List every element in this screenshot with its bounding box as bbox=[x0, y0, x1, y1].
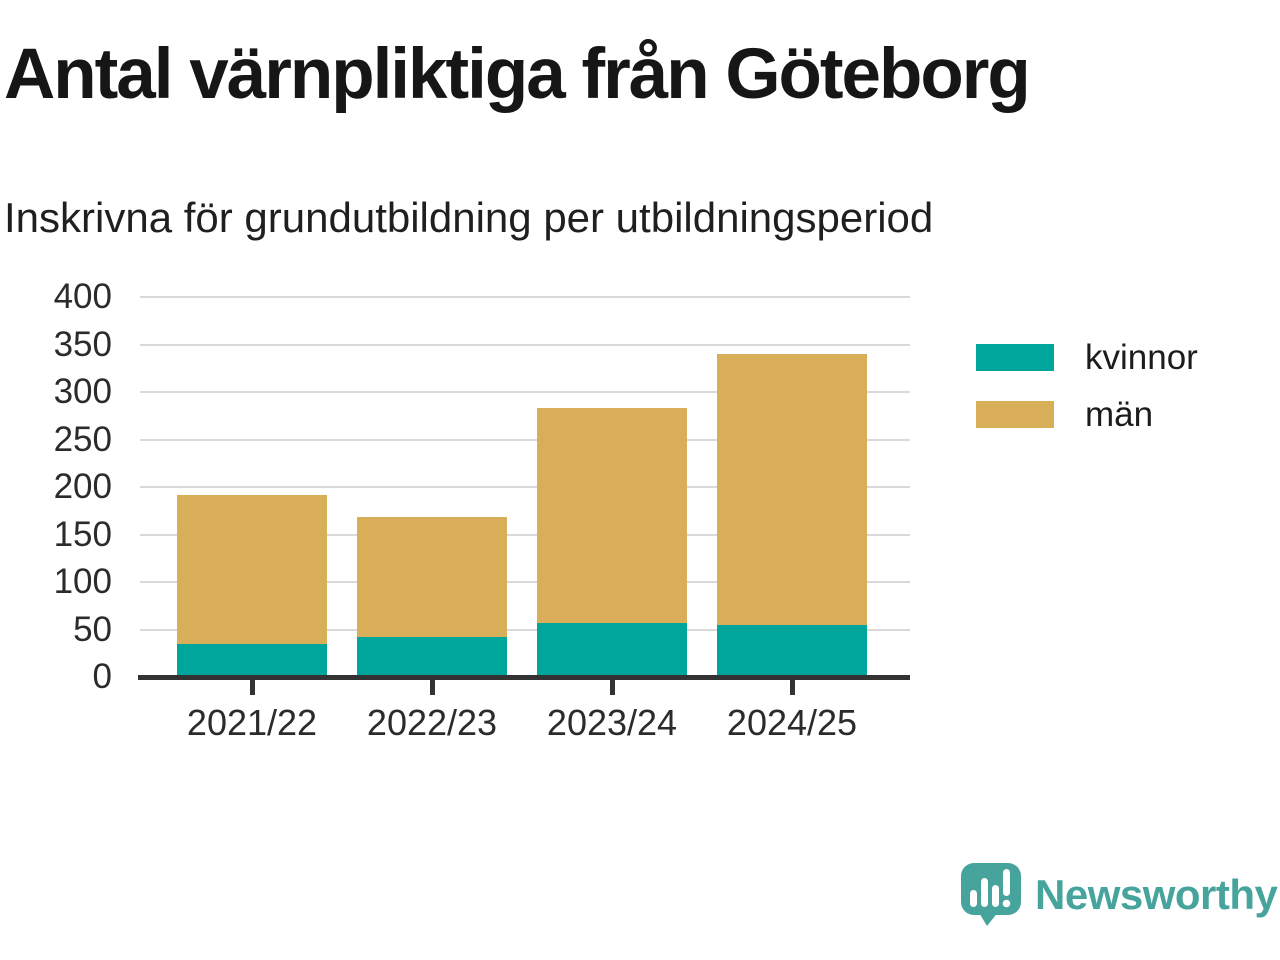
x-tick-label-2022-23: 2022/23 bbox=[366, 702, 498, 743]
x-tick-mark-2022-23 bbox=[430, 680, 435, 695]
bar-2021-22 bbox=[177, 494, 327, 677]
x-tick-mark-2024-25 bbox=[790, 680, 795, 695]
bar-segment-kvinnor-2024-25 bbox=[717, 624, 867, 677]
y-tick-label-350: 350 bbox=[53, 324, 112, 364]
legend-item-män: män bbox=[976, 395, 1198, 434]
brand-name: Newsworthy bbox=[1035, 871, 1278, 918]
bar-segment-män-2022-23 bbox=[357, 517, 507, 638]
x-tick-label-2023-24: 2023/24 bbox=[546, 702, 678, 743]
bar-segment-kvinnor-2023-24 bbox=[537, 622, 687, 677]
newsworthy-logo-icon bbox=[961, 863, 1021, 926]
bar-2024-25 bbox=[717, 354, 867, 677]
x-tick-mark-2023-24 bbox=[610, 680, 615, 695]
brand-footer: Newsworthy bbox=[961, 860, 1280, 930]
gridline-250 bbox=[140, 438, 910, 441]
gridline-300 bbox=[140, 391, 910, 393]
chart-subtitle: Inskrivna för grundutbildning per utbild… bbox=[4, 194, 934, 241]
y-tick-label-200: 200 bbox=[53, 467, 112, 506]
bar-segment-kvinnor-2021-22 bbox=[177, 643, 327, 677]
x-axis-line bbox=[138, 675, 910, 680]
y-tick-label-100: 100 bbox=[53, 562, 112, 601]
gridline-50 bbox=[140, 628, 910, 631]
x-tick-mark-2021-22 bbox=[250, 680, 255, 695]
gridline-100 bbox=[140, 581, 910, 583]
bar-segment-män-2024-25 bbox=[717, 354, 867, 625]
legend: kvinnor män bbox=[976, 338, 1198, 434]
y-tick-label-250: 250 bbox=[53, 419, 112, 459]
legend-swatch-män bbox=[976, 401, 1054, 428]
bar-segment-män-2021-22 bbox=[177, 494, 327, 644]
y-tick-label-0: 0 bbox=[92, 657, 112, 696]
x-tick-label-2021-22: 2021/22 bbox=[186, 702, 318, 743]
gridline-200 bbox=[140, 486, 910, 488]
y-tick-label-150: 150 bbox=[53, 514, 112, 554]
bar-segment-kvinnor-2022-23 bbox=[357, 637, 507, 677]
x-tick-label-2024-25: 2024/25 bbox=[726, 702, 858, 743]
page-title: Antal värnpliktiga från Göteborg bbox=[4, 35, 1031, 114]
gridline-400 bbox=[140, 296, 910, 298]
legend-item-kvinnor: kvinnor bbox=[976, 338, 1198, 377]
y-tick-label-400: 400 bbox=[53, 277, 112, 316]
plot-area bbox=[140, 296, 910, 677]
legend-label-män: män bbox=[1085, 395, 1154, 434]
gridline-350 bbox=[140, 343, 910, 346]
bar-2023-24 bbox=[537, 408, 687, 677]
legend-swatch-kvinnor bbox=[976, 344, 1054, 371]
y-tick-label-300: 300 bbox=[53, 372, 112, 411]
legend-label-kvinnor: kvinnor bbox=[1085, 338, 1198, 377]
gridline-150 bbox=[140, 533, 910, 536]
bar-2022-23 bbox=[357, 517, 507, 677]
y-tick-label-50: 50 bbox=[73, 609, 112, 649]
bar-segment-män-2023-24 bbox=[537, 408, 687, 623]
